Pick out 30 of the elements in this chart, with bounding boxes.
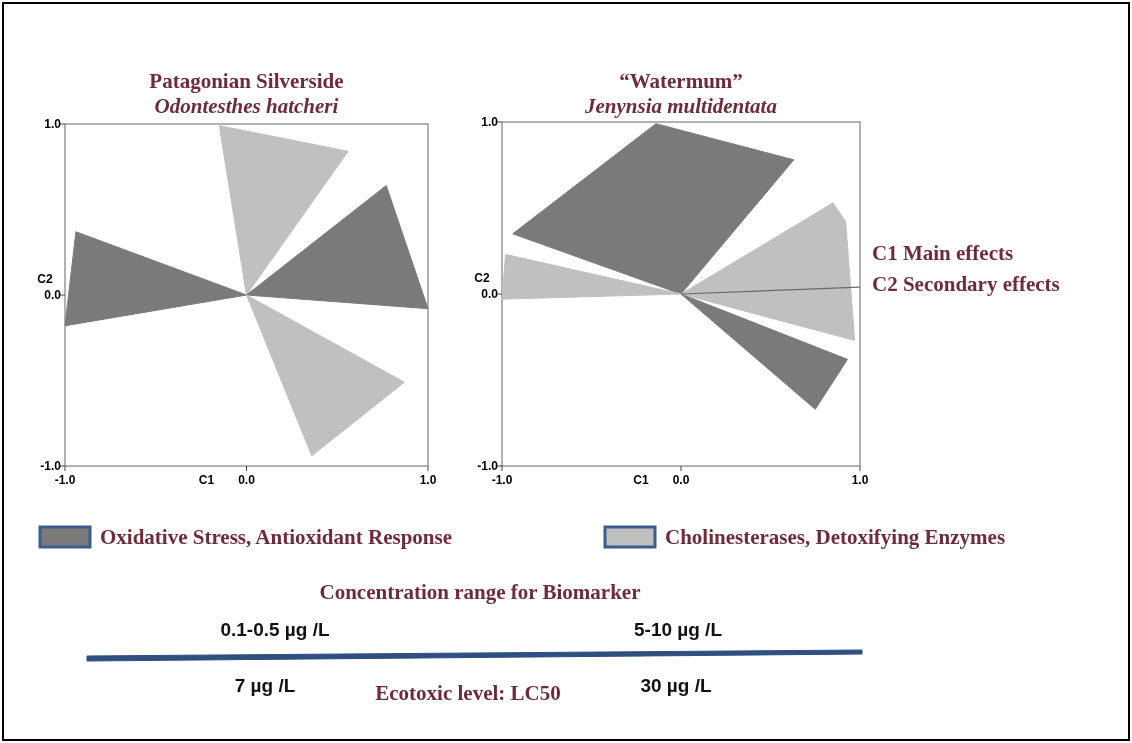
text: Concentration range for Biomarker — [319, 580, 641, 604]
text: 7 µg /L — [234, 675, 296, 696]
chart-subtitle: Odontesthes hatcheri — [154, 94, 339, 118]
chart-title: “Watermum” — [619, 69, 743, 93]
text: C1 Main effects — [872, 241, 1014, 265]
chart-title: Patagonian Silverside — [149, 69, 344, 93]
y-tick-label: 1.0 — [481, 115, 499, 129]
text: C2 Secondary effects — [872, 272, 1060, 296]
text: 5-10 µg /L — [633, 619, 723, 640]
legend-label: Oxidative Stress, Antioxidant Response — [100, 525, 452, 549]
x-tick-label: 1.0 — [851, 473, 869, 487]
x-tick-label: -1.0 — [54, 473, 76, 487]
y-axis-title: C2 — [37, 272, 53, 286]
y-tick-label: 1.0 — [44, 117, 62, 131]
y-tick-label: -1.0 — [477, 459, 499, 473]
legend-label: Cholinesterases, Detoxifying Enzymes — [665, 525, 1006, 549]
x-axis-title: C1 — [198, 473, 215, 487]
chart-subtitle: Jenynsia multidentata — [584, 94, 777, 118]
y-axis-title: C2 — [474, 271, 490, 285]
y-tick-label: 0.0 — [44, 288, 62, 302]
x-tick-label: 0.0 — [238, 473, 256, 487]
x-tick-label: -1.0 — [491, 473, 513, 487]
y-tick-label: 0.0 — [481, 287, 499, 301]
y-tick-label: -1.0 — [40, 459, 62, 473]
text: 0.1-0.5 µg /L — [220, 619, 330, 640]
x-tick-label: 1.0 — [419, 473, 437, 487]
text: 30 µg /L — [640, 675, 712, 696]
x-tick-label: 0.0 — [672, 473, 690, 487]
x-axis-title: C1 — [633, 473, 649, 487]
text: Ecotoxic level: LC50 — [375, 681, 561, 705]
